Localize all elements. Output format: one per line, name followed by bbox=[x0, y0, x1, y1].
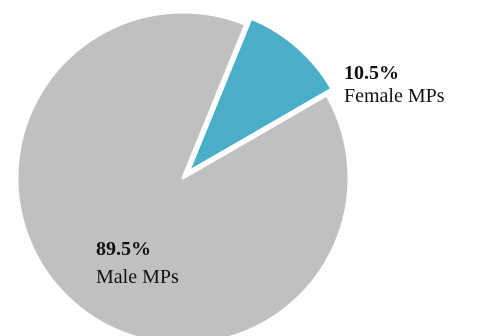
male-category-label: Male MPs bbox=[96, 266, 179, 288]
female-value-label: 10.5% bbox=[344, 62, 399, 84]
pie-slice-male-mps bbox=[15, 10, 351, 336]
male-value-label: 89.5% bbox=[96, 238, 151, 260]
pie-slices bbox=[15, 10, 351, 336]
pie-slice-female-mps bbox=[186, 16, 334, 174]
female-category-label: Female MPs bbox=[344, 85, 445, 107]
